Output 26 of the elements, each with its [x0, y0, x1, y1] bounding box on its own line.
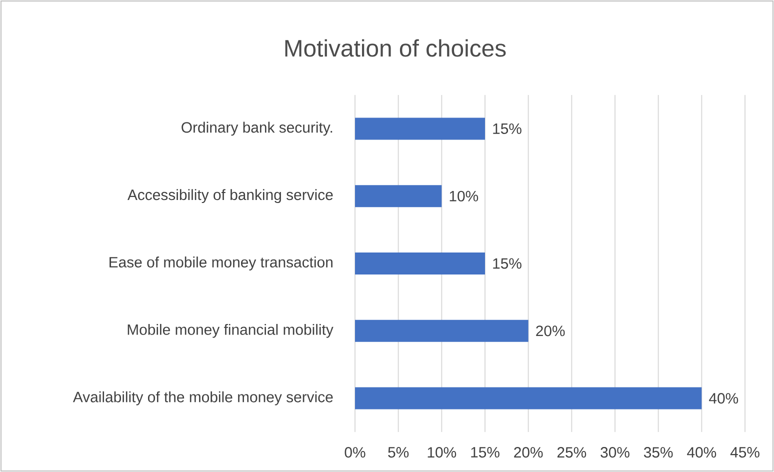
data-label: 15%	[493, 258, 522, 269]
x-tick-label: 20%	[514, 447, 543, 458]
bar	[355, 387, 702, 410]
y-tick-label: Accessibility of banking service	[128, 189, 333, 204]
y-tick-label: Ease of mobile money transaction	[110, 256, 332, 270]
x-tick-label: 40%	[687, 447, 716, 458]
bar	[355, 252, 485, 275]
x-tick-label: 25%	[557, 447, 586, 458]
chart-title: Motivation of choices	[285, 39, 506, 57]
bar	[355, 320, 528, 342]
x-tick-label: 35%	[644, 447, 673, 458]
bar	[355, 118, 485, 140]
x-tick-label: 30%	[600, 447, 630, 458]
x-tick-label: 0%	[344, 447, 366, 458]
y-tick-label: Mobile money financial mobility	[128, 324, 334, 338]
y-tick-label: Ordinary bank security.	[182, 122, 332, 136]
data-label: 15%	[493, 123, 522, 134]
data-label: 20%	[536, 326, 565, 336]
bar	[355, 185, 442, 208]
x-tick-label: 5%	[388, 447, 409, 458]
x-tick-label: 15%	[471, 447, 500, 458]
y-tick-label: Availability of the mobile money service	[72, 391, 333, 406]
data-label: 40%	[709, 393, 738, 404]
x-tick-label: 45%	[730, 447, 760, 458]
data-label: 10%	[450, 190, 478, 202]
x-tick-label: 10%	[428, 447, 456, 458]
